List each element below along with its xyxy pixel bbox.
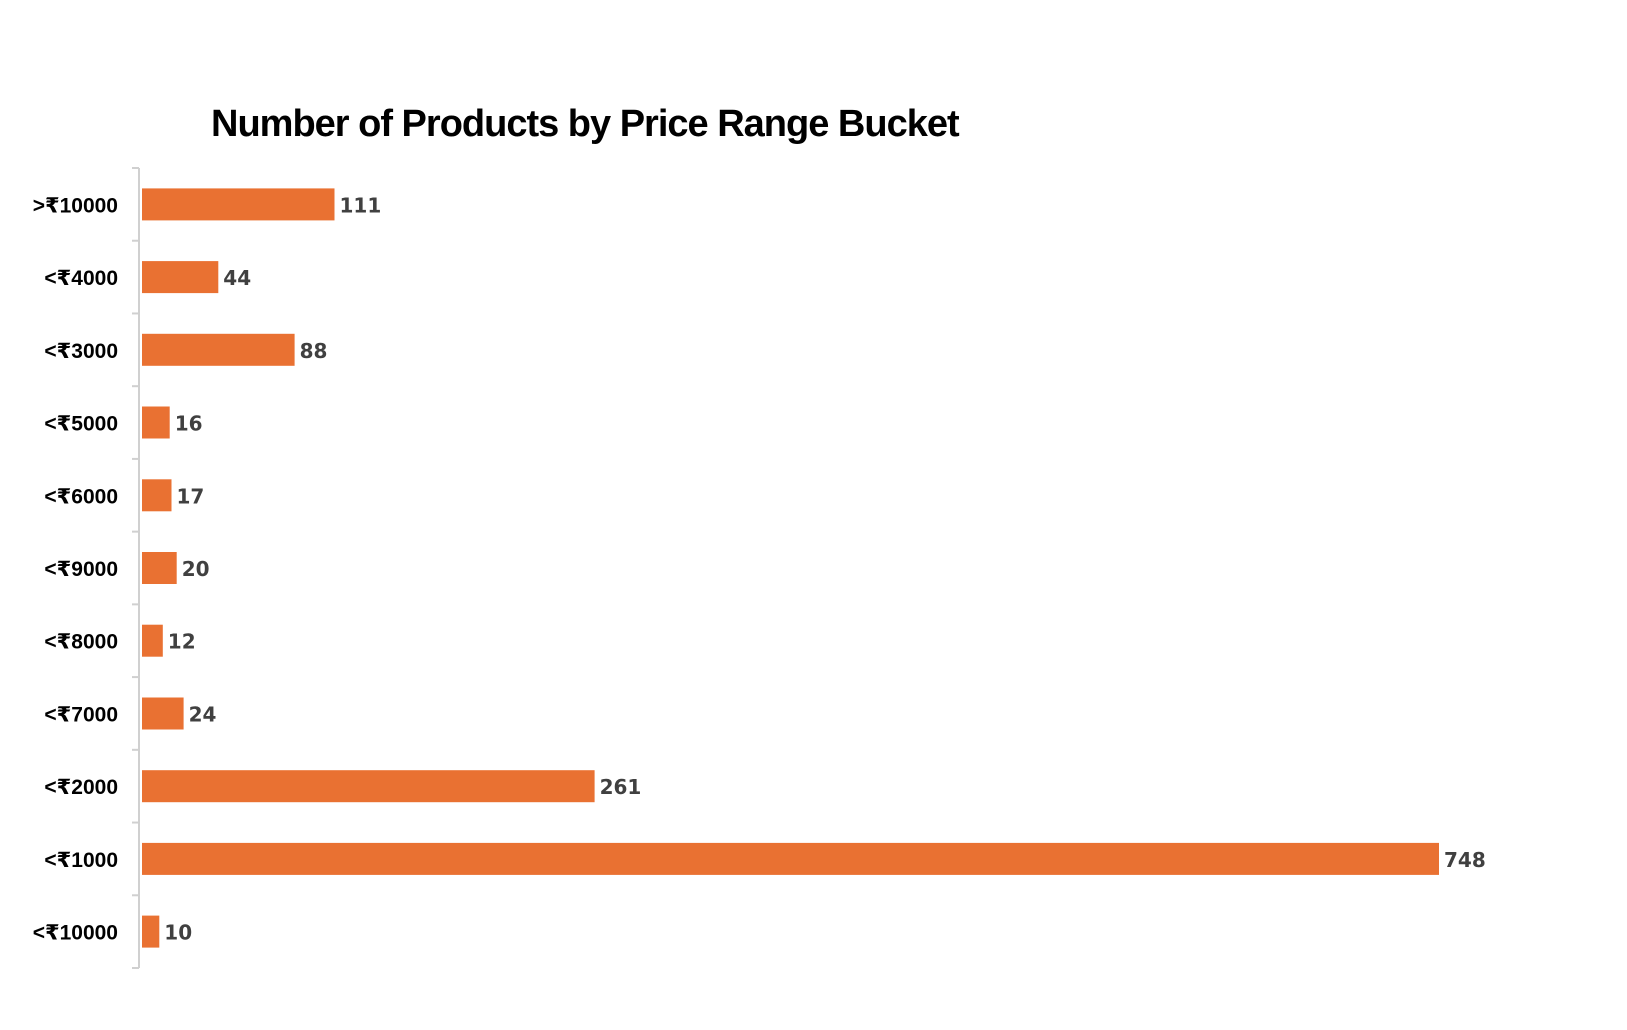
bar-4	[142, 479, 172, 512]
bar-9	[142, 842, 1439, 875]
data-label: 17	[177, 484, 205, 508]
data-label: 20	[182, 557, 210, 581]
bar-3	[142, 406, 170, 439]
data-label: 44	[223, 266, 251, 290]
bar-7	[142, 697, 184, 730]
bar-5	[142, 552, 177, 584]
bars-group	[142, 188, 1439, 948]
category-label: <₹10000	[33, 922, 118, 945]
category-label: <₹7000	[44, 704, 118, 727]
chart-title: Number of Products by Price Range Bucket	[211, 103, 960, 145]
category-label: <₹4000	[44, 267, 118, 290]
data-label: 16	[175, 412, 203, 436]
bar-10	[142, 915, 160, 948]
category-label: >₹10000	[33, 194, 118, 217]
category-label: <₹6000	[44, 485, 118, 508]
data-label: 261	[600, 775, 642, 799]
category-label: <₹1000	[44, 849, 118, 872]
data-label: 748	[1444, 848, 1486, 872]
category-label: <₹9000	[44, 558, 118, 581]
data-label: 88	[300, 339, 328, 363]
data-label: 12	[168, 630, 196, 654]
category-label: <₹5000	[44, 413, 118, 436]
bar-1	[142, 261, 219, 294]
bar-6	[142, 624, 163, 657]
bar-2	[142, 333, 295, 366]
category-axis	[132, 167, 140, 969]
category-label: <₹2000	[44, 776, 118, 799]
category-label: <₹3000	[44, 340, 118, 363]
data-label: 10	[164, 921, 192, 945]
category-label: <₹8000	[44, 631, 118, 654]
data-label: 24	[189, 703, 217, 727]
bar-8	[142, 770, 595, 803]
data-label: 111	[340, 193, 382, 217]
labels-group: >₹10000 111 <₹4000 44 <₹3000 88 <₹5000 16 <₹6000…	[33, 193, 1486, 944]
bar-0	[142, 188, 335, 221]
